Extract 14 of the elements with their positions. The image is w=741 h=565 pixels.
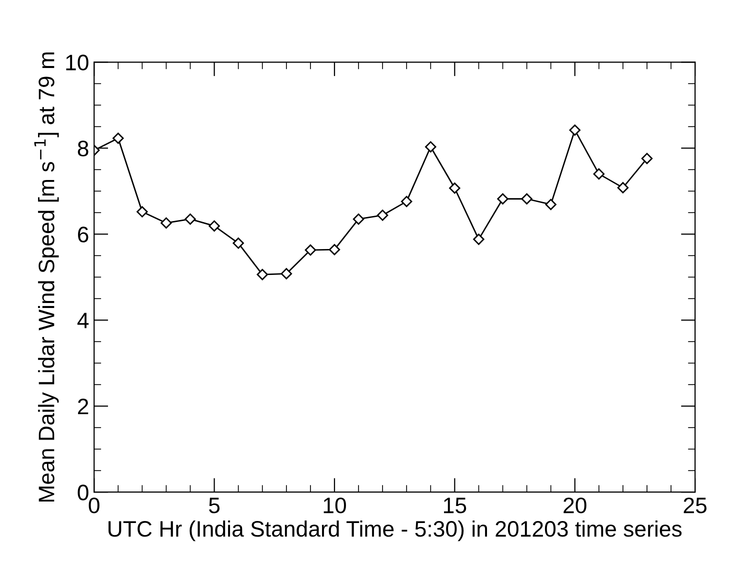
x-tick-label: 25: [684, 498, 706, 514]
y-axis-title: Mean Daily Lidar Wind Speed [m s$^{−1}$] at 79 m: [34, 52, 59, 502]
x-axis-title: UTC Hr (India Standard Time - 5:30) in 201203 time series: [108, 520, 682, 542]
y-tick-label: 2: [78, 398, 88, 414]
y-tick-label: 8: [78, 140, 88, 156]
x-tick-label: 20: [564, 498, 586, 514]
x-tick-label: 10: [324, 498, 346, 514]
x-tick-label: 15: [444, 498, 466, 514]
x-tick-label: 5: [209, 498, 220, 514]
y-tick-label: 4: [77, 312, 89, 328]
y-tick-label: 6: [78, 226, 88, 242]
y-tick-label: 0: [78, 484, 88, 500]
y-tick-label: 10: [66, 54, 88, 70]
x-tick-label: 0: [88, 498, 100, 514]
